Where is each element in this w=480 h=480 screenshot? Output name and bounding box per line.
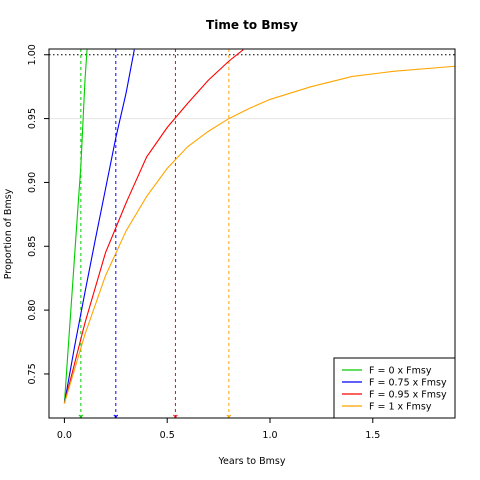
plot-content xyxy=(49,49,455,418)
axes: 0.0 0.5 1.0 1.5 0.75 0.80 0.85 0.90 0.95 1.00 xyxy=(27,44,456,441)
y-axis-label: Proportion of Bmsy xyxy=(3,188,14,279)
series-2-bmsy-marker xyxy=(173,414,178,418)
series-3-bmsy-marker xyxy=(226,414,232,418)
y-tick-label: 0.80 xyxy=(27,300,38,321)
plot-area xyxy=(49,49,455,418)
y-tick-label: 1.00 xyxy=(27,44,38,65)
series-0-bmsy-marker xyxy=(78,414,84,418)
series-1-line xyxy=(63,49,135,404)
y-tick-label: 0.95 xyxy=(27,108,38,129)
series-2-line xyxy=(63,49,244,404)
plot-frame xyxy=(48,48,456,419)
legend-label-2: F = 0.95 x Fmsy xyxy=(369,390,447,401)
legend-label-1: F = 0.75 x Fmsy xyxy=(369,378,447,389)
x-tick-label: 1.0 xyxy=(262,430,277,441)
y-tick-label: 0.75 xyxy=(27,363,38,384)
legend-box xyxy=(333,357,456,419)
legend-label-0: F = 0 x Fmsy xyxy=(369,366,432,377)
x-tick-label: 0.0 xyxy=(57,430,72,441)
x-tick-label: 0.5 xyxy=(160,430,175,441)
x-axis-label: Years to Bmsy xyxy=(218,456,286,467)
chart-title: Time to Bmsy xyxy=(206,18,298,32)
y-tick-label: 0.90 xyxy=(27,172,38,193)
y-tick-label: 0.85 xyxy=(27,236,38,257)
x-tick-label: 1.5 xyxy=(365,430,380,441)
series-3-line xyxy=(63,65,455,404)
series-0-line xyxy=(63,49,88,404)
legend-label-3: F = 1 x Fmsy xyxy=(369,402,432,413)
series-1-bmsy-marker xyxy=(113,414,119,418)
